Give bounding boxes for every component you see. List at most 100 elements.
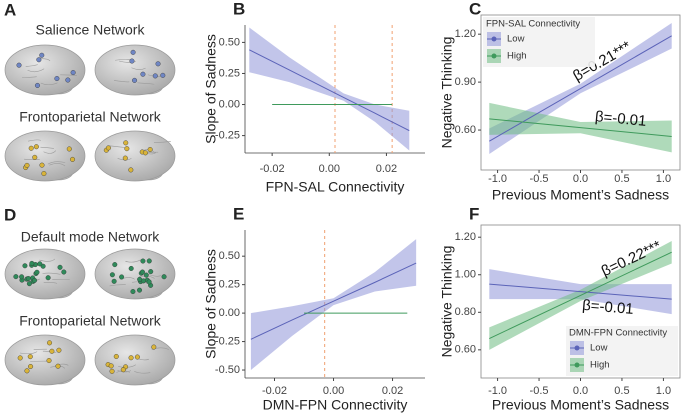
node-dot: [122, 155, 128, 161]
node-dot: [160, 72, 166, 78]
y-tick-label: 1.00: [455, 269, 476, 281]
fit-line: [489, 251, 672, 340]
node-dot: [161, 274, 167, 280]
node-dot: [124, 146, 130, 152]
legend: FPN-SAL Connectivity Low High: [483, 17, 595, 67]
x-tick-label: -0.5: [530, 385, 549, 397]
node-dot: [140, 71, 146, 77]
node-dot: [109, 368, 115, 374]
node-dot: [19, 274, 25, 280]
node-dot: [130, 289, 136, 295]
y-axis-label: Slope of Sadness: [203, 249, 219, 359]
y-tick-label: 0.80: [455, 306, 476, 318]
plot-area: [489, 22, 672, 155]
x-tick-label: -0.02: [260, 163, 285, 175]
sulcus: [42, 272, 61, 275]
node-dot: [148, 269, 154, 275]
node-dot: [40, 263, 46, 269]
x-axis-label: Previous Moment’s Sadness: [492, 397, 669, 413]
x-axis-label: DMN-FPN Connectivity: [263, 397, 408, 413]
sulcus: [119, 60, 136, 63]
node-dot: [29, 260, 35, 266]
brain: [4, 130, 86, 182]
confidence-band: [250, 239, 417, 371]
sulcus: [43, 282, 58, 284]
node-dot: [151, 344, 157, 350]
legend-label: High: [507, 51, 527, 62]
node-dot: [34, 269, 40, 275]
sulcus: [27, 68, 45, 73]
node-dot: [22, 263, 28, 269]
panel-letter: B: [233, 0, 245, 18]
node-dot: [32, 277, 38, 283]
sulcus: [137, 82, 155, 85]
node-dot: [66, 146, 72, 152]
sulcus: [125, 259, 141, 263]
fit-line: [250, 262, 417, 340]
sulcus: [49, 163, 66, 167]
legend-label: Low: [507, 34, 525, 45]
y-tick-label: 0.00: [219, 98, 240, 110]
panel-letter: C: [469, 0, 481, 18]
legend-dot: [574, 345, 580, 351]
annotation: β=-0.01: [594, 108, 647, 130]
sulcus: [118, 364, 136, 368]
node-dot: [105, 145, 111, 151]
y-tick-label: 1.20: [455, 28, 476, 40]
x-axis-label: FPN-SAL Connectivity: [266, 179, 405, 195]
x-tick-label: 0.00: [319, 163, 340, 175]
y-tick-label: 0.25: [219, 279, 240, 291]
node-dot: [27, 354, 33, 360]
sulcus: [153, 141, 171, 143]
node-dot: [13, 274, 19, 280]
legend-title: DMN-FPN Connectivity: [569, 328, 667, 339]
fit-line: [489, 283, 672, 300]
x-tick-label: -0.5: [530, 173, 549, 185]
node-dot: [120, 367, 126, 373]
x-tick-label: 0.02: [376, 163, 397, 175]
y-tick-label: -0.50: [215, 364, 240, 376]
sulcus: [113, 80, 130, 83]
node-dot: [113, 353, 119, 359]
node-dot: [32, 154, 38, 160]
y-tick-label: 0.50: [219, 250, 240, 262]
legend-box: [566, 326, 678, 376]
legend: DMN-FPN Connectivity Low High: [566, 326, 678, 376]
node-dot: [55, 363, 61, 369]
node-dot: [24, 368, 30, 374]
x-tick-label: 0.0: [573, 173, 588, 185]
sulcus: [24, 158, 40, 160]
plot-area: [249, 25, 410, 153]
brain-hemisphere: [4, 334, 86, 386]
node-dot: [36, 57, 42, 63]
node-dot: [146, 279, 152, 285]
node-dot: [56, 347, 62, 353]
y-tick-label: 0.50: [219, 36, 240, 48]
node-dot: [24, 162, 30, 168]
y-axis-label: Negative Thinking: [439, 37, 455, 149]
x-tick-label: 1.0: [656, 385, 671, 397]
node-dot: [25, 276, 31, 282]
y-tick-label: 0.60: [455, 124, 476, 136]
x-tick-label: 0.00: [323, 385, 344, 397]
y-tick-label: 0.25: [219, 67, 240, 79]
node-dot: [137, 287, 143, 293]
chart: B 0.50 0.25 0.00 -0.25 -0.02 0.00 0.02 FPN-SAL C…: [203, 0, 425, 195]
brain: [4, 334, 86, 386]
legend-title: FPN-SAL Connectivity: [486, 19, 580, 30]
brain: [4, 248, 86, 300]
brain-hemisphere: [94, 130, 176, 182]
legend-label: High: [590, 360, 610, 371]
node-dot: [41, 171, 47, 177]
x-tick-label: 0.5: [614, 385, 629, 397]
node-dot: [119, 274, 125, 280]
node-dot: [17, 355, 23, 361]
plot-area: [489, 240, 672, 350]
sulcus: [19, 351, 38, 355]
brain: [94, 248, 176, 300]
node-dot: [54, 76, 60, 82]
node-dot: [28, 364, 34, 370]
sulcus: [117, 370, 132, 373]
node-dot: [134, 354, 140, 360]
